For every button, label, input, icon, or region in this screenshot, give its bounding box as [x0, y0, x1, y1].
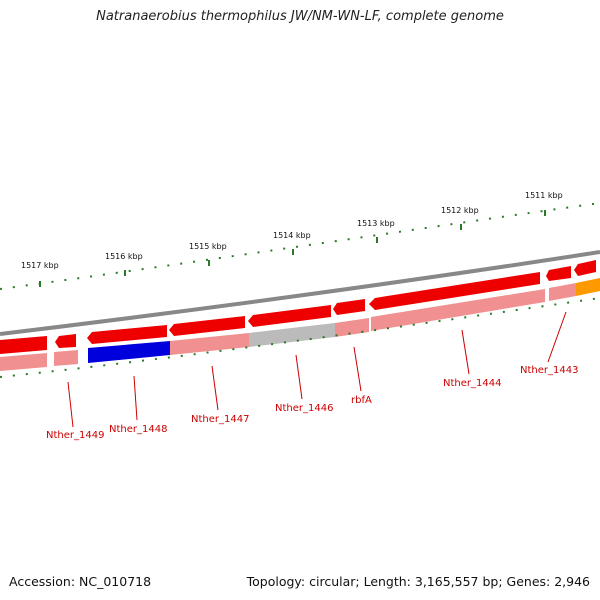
outer-scale-ring [0, 202, 600, 290]
scale-label: 1516 kbp [105, 252, 143, 261]
cds-arrow [55, 334, 76, 348]
gene-label[interactable]: Nther_1443 [520, 365, 578, 376]
scale-label: 1515 kbp [189, 242, 227, 251]
scale-label: 1517 kbp [21, 261, 59, 270]
gene-label[interactable]: Nther_1446 [275, 403, 333, 414]
label-leaders [67, 311, 567, 428]
scale-label: 1512 kbp [441, 206, 479, 215]
gene-feature-track [0, 278, 600, 371]
cds-arrow [87, 325, 167, 344]
cds-arrow [248, 305, 331, 327]
cds-arrow [169, 316, 245, 336]
gene-label[interactable]: rbfA [351, 395, 372, 406]
gene-feature [549, 283, 576, 301]
scale-label: 1511 kbp [525, 191, 563, 200]
gene-feature-gray [249, 323, 335, 347]
genome-summary-text: Topology: circular; Length: 3,165,557 bp… [246, 574, 590, 589]
scale-label: 1513 kbp [357, 219, 395, 228]
cds-arrow [574, 260, 596, 276]
gene-feature-orange [576, 278, 600, 296]
cds-arrow [369, 272, 540, 310]
gene-feature-highlighted [88, 341, 170, 363]
genome-backbone [0, 250, 600, 336]
gene-feature [170, 333, 249, 355]
gene-label[interactable]: Nther_1444 [443, 378, 501, 389]
gene-feature [335, 318, 369, 337]
gene-feature [54, 350, 78, 366]
cds-arrow [333, 299, 365, 315]
gene-label[interactable]: Nther_1449 [46, 430, 104, 441]
scale-labels: 1517 kbp 1516 kbp 1515 kbp 1514 kbp 1513… [21, 191, 563, 270]
gene-labels: Nther_1449 Nther_1448 Nther_1447 Nther_1… [46, 365, 578, 441]
gene-feature [0, 353, 47, 371]
accession-text: Accession: NC_010718 [9, 574, 152, 589]
map-title: Natranaerobius thermophilus JW/NM-WN-LF,… [96, 9, 504, 24]
cds-arrow [546, 266, 571, 281]
scale-label: 1514 kbp [273, 231, 311, 240]
gene-label[interactable]: Nther_1447 [191, 414, 249, 425]
gene-feature [371, 289, 545, 331]
forward-cds-track [0, 260, 596, 354]
cds-arrow [0, 336, 47, 354]
gene-label[interactable]: Nther_1448 [109, 424, 167, 435]
